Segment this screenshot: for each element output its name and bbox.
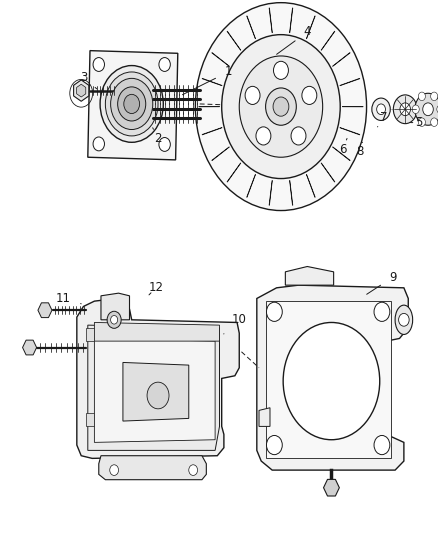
Circle shape xyxy=(239,56,322,157)
Polygon shape xyxy=(306,174,314,197)
Polygon shape xyxy=(85,413,94,426)
Circle shape xyxy=(110,316,117,324)
Circle shape xyxy=(159,138,170,151)
Circle shape xyxy=(159,58,170,71)
Circle shape xyxy=(417,92,424,101)
Circle shape xyxy=(376,104,385,115)
Ellipse shape xyxy=(394,305,412,335)
Text: 2: 2 xyxy=(152,128,162,145)
Polygon shape xyxy=(226,31,240,50)
Polygon shape xyxy=(285,266,333,285)
Polygon shape xyxy=(88,51,177,160)
Circle shape xyxy=(436,105,438,114)
Circle shape xyxy=(414,93,438,125)
Circle shape xyxy=(373,302,389,321)
Circle shape xyxy=(105,72,158,136)
Circle shape xyxy=(124,94,139,114)
Text: 8: 8 xyxy=(356,142,363,158)
Polygon shape xyxy=(265,301,390,458)
Circle shape xyxy=(244,86,259,104)
Polygon shape xyxy=(268,181,272,205)
Polygon shape xyxy=(256,285,407,470)
Polygon shape xyxy=(94,322,219,341)
Text: 7: 7 xyxy=(377,111,387,127)
Circle shape xyxy=(392,95,416,124)
Polygon shape xyxy=(77,84,85,97)
Polygon shape xyxy=(88,325,219,450)
Circle shape xyxy=(110,78,152,130)
Circle shape xyxy=(100,66,163,142)
Polygon shape xyxy=(246,16,255,39)
Ellipse shape xyxy=(371,98,389,120)
Polygon shape xyxy=(101,293,129,320)
Polygon shape xyxy=(339,78,359,86)
Circle shape xyxy=(117,87,145,121)
Polygon shape xyxy=(258,408,269,426)
Text: 1: 1 xyxy=(182,66,232,95)
Circle shape xyxy=(411,105,418,114)
Text: 12: 12 xyxy=(148,281,163,295)
Polygon shape xyxy=(268,8,272,33)
Circle shape xyxy=(147,382,169,409)
Circle shape xyxy=(399,103,410,116)
Circle shape xyxy=(93,137,104,151)
Circle shape xyxy=(188,465,197,475)
Text: 9: 9 xyxy=(366,271,396,294)
Polygon shape xyxy=(38,303,52,318)
Polygon shape xyxy=(99,456,206,480)
Polygon shape xyxy=(211,147,229,160)
Polygon shape xyxy=(246,174,255,197)
Circle shape xyxy=(221,35,339,179)
Circle shape xyxy=(107,311,121,328)
Circle shape xyxy=(398,313,408,326)
Circle shape xyxy=(301,86,316,104)
Polygon shape xyxy=(22,340,36,355)
Circle shape xyxy=(422,103,432,116)
Polygon shape xyxy=(201,127,222,135)
Polygon shape xyxy=(339,127,359,135)
Polygon shape xyxy=(74,80,88,101)
Polygon shape xyxy=(320,31,334,50)
Circle shape xyxy=(266,435,282,455)
Circle shape xyxy=(430,92,437,101)
Circle shape xyxy=(373,435,389,455)
Polygon shape xyxy=(320,163,334,182)
Polygon shape xyxy=(226,163,240,182)
Polygon shape xyxy=(94,338,215,442)
Polygon shape xyxy=(77,298,239,458)
Polygon shape xyxy=(332,147,350,160)
Circle shape xyxy=(417,118,424,126)
Polygon shape xyxy=(332,53,350,67)
Polygon shape xyxy=(323,479,339,496)
Polygon shape xyxy=(85,328,94,341)
Polygon shape xyxy=(289,181,292,205)
Polygon shape xyxy=(306,16,314,39)
Circle shape xyxy=(272,97,288,116)
Text: 5: 5 xyxy=(410,116,422,129)
Polygon shape xyxy=(211,53,229,67)
Polygon shape xyxy=(289,8,292,33)
Text: 10: 10 xyxy=(223,313,246,334)
Circle shape xyxy=(110,465,118,475)
Circle shape xyxy=(265,88,296,125)
Circle shape xyxy=(273,61,288,79)
Polygon shape xyxy=(201,78,222,86)
Circle shape xyxy=(430,118,437,126)
Circle shape xyxy=(290,127,305,145)
Circle shape xyxy=(266,302,282,321)
Text: 4: 4 xyxy=(276,26,311,54)
Circle shape xyxy=(93,58,104,71)
Text: 11: 11 xyxy=(56,292,81,305)
Circle shape xyxy=(283,322,379,440)
Polygon shape xyxy=(123,362,188,421)
Circle shape xyxy=(255,127,270,145)
Text: 3: 3 xyxy=(80,71,96,89)
Circle shape xyxy=(195,3,366,211)
Text: 6: 6 xyxy=(338,139,346,156)
